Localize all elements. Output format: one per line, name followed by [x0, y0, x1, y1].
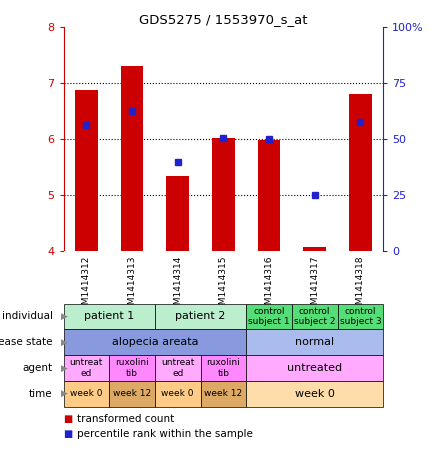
Text: untreat
ed: untreat ed: [70, 358, 103, 378]
Text: percentile rank within the sample: percentile rank within the sample: [77, 429, 253, 439]
Bar: [246, 329, 383, 355]
Bar: [109, 355, 155, 381]
Bar: [166, 176, 189, 251]
Bar: [75, 90, 98, 251]
Text: ■: ■: [64, 414, 73, 424]
Text: ▶: ▶: [61, 338, 68, 347]
Title: GDS5275 / 1553970_s_at: GDS5275 / 1553970_s_at: [139, 13, 307, 26]
Bar: [109, 381, 155, 407]
Bar: [120, 67, 143, 251]
Text: week 0: week 0: [162, 390, 194, 398]
Text: GSM1414312: GSM1414312: [82, 255, 91, 316]
Bar: [258, 140, 280, 251]
Text: patient 2: patient 2: [175, 311, 226, 322]
Bar: [64, 355, 109, 381]
Text: disease state: disease state: [0, 337, 53, 347]
Bar: [303, 247, 326, 251]
Text: normal: normal: [295, 337, 334, 347]
Text: GSM1414316: GSM1414316: [265, 255, 274, 316]
Text: time: time: [29, 389, 53, 399]
Bar: [201, 381, 246, 407]
Text: transformed count: transformed count: [77, 414, 174, 424]
Bar: [349, 95, 372, 251]
Text: ▶: ▶: [61, 312, 68, 321]
Bar: [338, 304, 383, 329]
Text: week 0: week 0: [70, 390, 102, 398]
Text: GSM1414318: GSM1414318: [356, 255, 365, 316]
Bar: [246, 355, 383, 381]
Text: alopecia areata: alopecia areata: [112, 337, 198, 347]
Text: week 0: week 0: [295, 389, 335, 399]
Text: untreat
ed: untreat ed: [161, 358, 194, 378]
Text: individual: individual: [2, 311, 53, 322]
Text: ▶: ▶: [61, 364, 68, 372]
Bar: [155, 355, 201, 381]
Text: patient 1: patient 1: [84, 311, 134, 322]
Text: agent: agent: [22, 363, 53, 373]
Bar: [155, 304, 246, 329]
Bar: [64, 329, 246, 355]
Text: ▶: ▶: [61, 390, 68, 398]
Bar: [201, 355, 246, 381]
Text: GSM1414314: GSM1414314: [173, 255, 182, 316]
Bar: [155, 381, 201, 407]
Bar: [64, 381, 109, 407]
Bar: [212, 138, 235, 251]
Text: ruxolini
tib: ruxolini tib: [206, 358, 240, 378]
Text: week 12: week 12: [204, 390, 243, 398]
Bar: [246, 304, 292, 329]
Text: ■: ■: [64, 429, 73, 439]
Text: ruxolini
tib: ruxolini tib: [115, 358, 149, 378]
Text: untreated: untreated: [287, 363, 342, 373]
Text: control
subject 3: control subject 3: [339, 307, 381, 326]
Text: control
subject 2: control subject 2: [294, 307, 336, 326]
Bar: [246, 381, 383, 407]
Text: GSM1414317: GSM1414317: [310, 255, 319, 316]
Text: GSM1414315: GSM1414315: [219, 255, 228, 316]
Text: control
subject 1: control subject 1: [248, 307, 290, 326]
Bar: [292, 304, 338, 329]
Text: GSM1414313: GSM1414313: [127, 255, 137, 316]
Bar: [64, 304, 155, 329]
Text: week 12: week 12: [113, 390, 151, 398]
